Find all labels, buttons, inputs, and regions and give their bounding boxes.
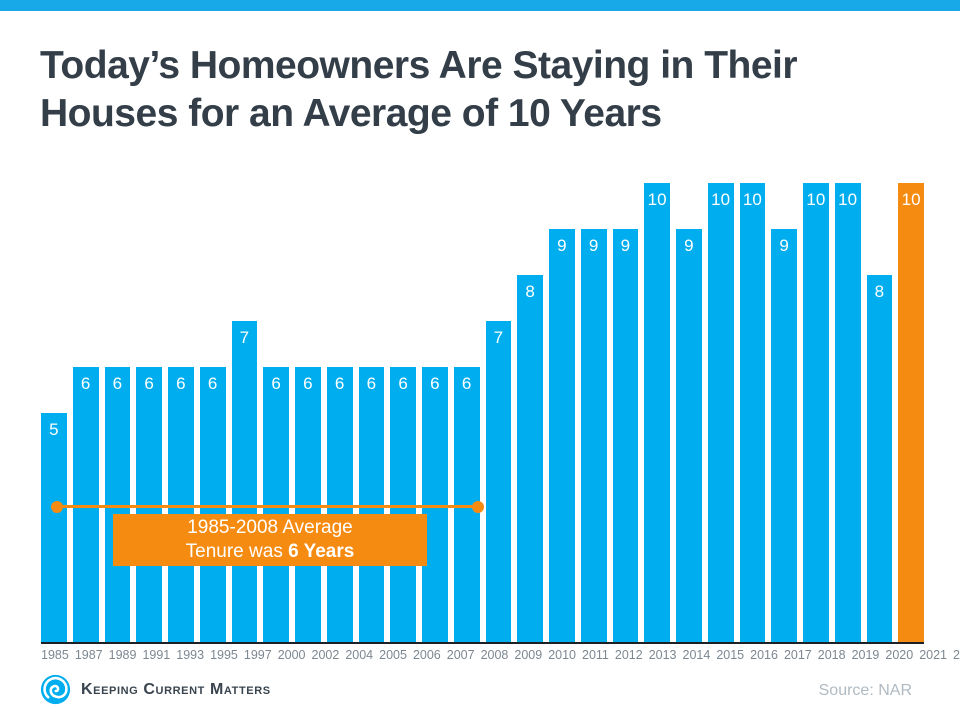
bar-value-label-2013: 9 [620, 235, 631, 255]
annotation-line2: Tenure was 6 Years [185, 541, 355, 562]
bar-value-label-1989: 6 [112, 373, 123, 393]
kcm-logo-text: Keeping Current Matters [81, 680, 271, 698]
bar-value-label-2006: 6 [398, 373, 408, 393]
bar-2012: 9 [580, 228, 607, 642]
bar-value-label-1993: 6 [176, 373, 186, 393]
x-axis-label-2005: 2005 [379, 648, 407, 662]
x-axis-label-2022: 2022 [953, 648, 960, 662]
bar-value-label-2020: 10 [838, 190, 858, 209]
x-axis-label-2000: 2000 [277, 648, 306, 662]
bar-value-label-2002: 6 [303, 373, 313, 393]
bar-value-label-2021: 8 [874, 281, 885, 301]
x-axis-label-1985: 1985 [41, 648, 69, 662]
bar-1997: 7 [231, 320, 258, 642]
x-axis-label-2006: 2006 [412, 648, 441, 662]
x-axis-label-2012: 2012 [614, 648, 643, 662]
kcm-logo: Keeping Current Matters [40, 674, 271, 705]
x-axis-label-1987: 1987 [74, 648, 103, 662]
bar-value-label-2011: 9 [557, 235, 567, 255]
bar-value-label-2005: 6 [366, 373, 377, 393]
bar-value-label-2016: 10 [711, 190, 731, 209]
x-axis-label-2013: 2013 [648, 648, 677, 662]
x-axis-label-1997: 1997 [243, 648, 272, 662]
bar-value-label-2010: 8 [525, 281, 535, 301]
bar-value-label-2007: 6 [430, 373, 440, 393]
swirl-logo-icon [40, 674, 71, 705]
bar-chart: 5 6 6 6 6 6 7 6 6 6 6 6 6 6 7 8 9 9 9 10 9 10 10 9 10 10 8 10 [41, 183, 924, 642]
page-title-line2: Houses for an Average of 10 Years [40, 92, 662, 135]
x-axis-label-2015: 2015 [716, 648, 745, 662]
bar-2015: 9 [676, 228, 702, 642]
top-accent-strip [0, 0, 960, 11]
bar-2018: 9 [771, 228, 797, 642]
bar-2010: 8 [517, 274, 543, 642]
bar-value-label-2004: 6 [334, 373, 345, 393]
bar-value-label-1987: 6 [80, 373, 91, 393]
bar-2014: 10 [644, 183, 670, 642]
bar-value-label-2022: 10 [901, 190, 921, 209]
bar-value-label-1997: 7 [239, 327, 250, 347]
bar-value-label-1995: 6 [207, 373, 218, 393]
page-title-line1: Today’s Homeowners Are Staying in Their [40, 44, 798, 87]
x-axis-label-1995: 1995 [210, 648, 238, 662]
x-axis-label-1989: 1989 [108, 648, 137, 662]
bar-2022: 10 [898, 183, 924, 642]
page-title: Today’s Homeowners Are Staying in Their H… [40, 42, 930, 138]
x-axis-line [41, 642, 924, 644]
bar-2021: 8 [866, 274, 893, 642]
x-axis-label-2009: 2009 [514, 648, 543, 662]
bar-2009: 7 [485, 320, 512, 642]
bar-2017: 10 [739, 183, 766, 642]
x-axis-label-2018: 2018 [817, 648, 846, 662]
bar-value-label-1985: 5 [49, 419, 59, 439]
x-axis-label-2002: 2002 [311, 648, 340, 662]
bar-2011: 9 [549, 228, 575, 642]
x-axis-label-2016: 2016 [750, 648, 778, 662]
bar-value-label-2019: 10 [806, 190, 826, 209]
x-axis-label-2010: 2010 [548, 648, 576, 662]
bar-2019: 10 [803, 183, 829, 642]
bar-value-label-2018: 9 [779, 235, 789, 255]
x-axis-label-2017: 2017 [783, 648, 812, 662]
bar-value-label-2009: 7 [493, 327, 504, 347]
bar-value-label-2015: 9 [684, 235, 694, 255]
x-axis-label-2014: 2014 [682, 648, 711, 662]
bar-value-label-2000: 6 [271, 373, 281, 393]
x-axis-label-1991: 1991 [142, 648, 171, 662]
average-tenure-annotation: 1985-2008 Average Tenure was 6 Years [113, 514, 427, 566]
x-axis-label-2011: 2011 [582, 648, 609, 662]
bar-1985: 5 [41, 412, 67, 642]
bar-value-label-2014: 10 [647, 190, 667, 209]
bar-2016: 10 [707, 183, 734, 642]
x-axis-label-2020: 2020 [885, 648, 914, 662]
bar-2020: 10 [834, 183, 861, 642]
annotation-line1: 1985-2008 Average [187, 517, 353, 538]
bar-value-label-2017: 10 [742, 190, 762, 209]
average-tenure-span-line [57, 505, 478, 508]
bar-value-label-1991: 6 [144, 373, 154, 393]
x-axis-labels: 1985 1987 1989 1991 1993 1995 1997 2000 2002 2004… [41, 648, 960, 662]
source-note: Source: NAR [818, 682, 912, 699]
bar-value-label-2012: 9 [588, 235, 599, 255]
x-axis-label-2021: 2021 [919, 648, 948, 662]
bar-value-label-2008: 6 [461, 373, 472, 393]
x-axis-label-2007: 2007 [446, 648, 475, 662]
x-axis-label-2004: 2004 [345, 648, 374, 662]
x-axis-label-2008: 2008 [480, 648, 509, 662]
x-axis-label-2019: 2019 [851, 648, 880, 662]
x-axis-label-1993: 1993 [176, 648, 205, 662]
bar-2013: 9 [612, 228, 639, 642]
